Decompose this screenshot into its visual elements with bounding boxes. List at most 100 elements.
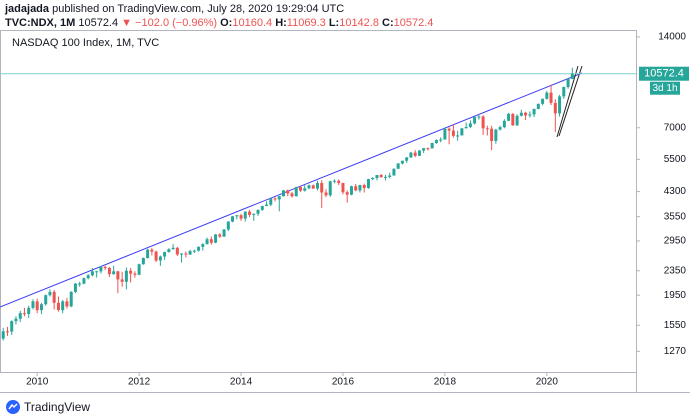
candle-body <box>269 198 273 205</box>
candle-body <box>303 188 307 191</box>
candle-body <box>362 185 366 188</box>
candle-body <box>141 258 145 265</box>
y-tick-label: 2950 <box>664 236 687 247</box>
candle-body <box>286 190 290 194</box>
candle-body <box>524 112 528 116</box>
footer-brand[interactable]: TradingView <box>24 400 90 414</box>
high: 11069.3 <box>286 17 326 29</box>
candle-body <box>396 163 400 169</box>
candle-body <box>349 186 353 195</box>
countdown-box <box>650 81 680 95</box>
candle-body <box>383 176 387 178</box>
x-tick-label: 2018 <box>434 377 457 388</box>
candle-body <box>201 244 205 247</box>
candle-body <box>188 251 192 255</box>
candle-body <box>180 253 184 255</box>
candle-body <box>167 249 171 253</box>
plot-frame <box>0 30 637 373</box>
candle-body <box>341 183 345 193</box>
candle-body <box>252 213 256 215</box>
candle-body <box>163 252 167 257</box>
candle-body <box>124 270 128 282</box>
y-tick-label: 3550 <box>664 211 687 222</box>
x-tick-label: 2016 <box>332 377 355 388</box>
y-tick-label: 7000 <box>664 122 687 133</box>
candle-body <box>485 128 489 130</box>
candle-body <box>358 185 362 191</box>
trend-line[interactable] <box>0 72 583 308</box>
publisher[interactable]: jadajada <box>5 3 50 15</box>
drawing-line[interactable] <box>558 65 583 137</box>
candle-body <box>103 266 107 268</box>
candle-body <box>456 135 460 137</box>
candle-body <box>235 215 239 217</box>
drawing-line[interactable] <box>556 65 579 138</box>
candle-body <box>277 196 281 200</box>
candle-body <box>116 271 120 280</box>
candle-body <box>171 247 175 250</box>
candle-body <box>265 204 269 207</box>
last-price: 10572.4 <box>78 17 119 29</box>
publish-line: jadajada published on TradingView.com, J… <box>5 3 344 15</box>
candle-body <box>52 291 56 303</box>
candle-body <box>120 279 124 282</box>
high-prefix: H: <box>275 17 287 29</box>
x-tick-label: 2010 <box>26 377 49 388</box>
x-tick-label: 2020 <box>536 377 559 388</box>
candle-body <box>430 143 434 149</box>
candle-body <box>422 148 426 151</box>
candle-body <box>354 186 358 191</box>
symbol-line: TVC:NDX, 1M 10572.4 ▼ −102.0 (−0.96%) O:… <box>5 17 433 29</box>
candle-body <box>541 98 545 104</box>
candle-body <box>320 183 324 193</box>
candle-body <box>39 304 43 311</box>
candle-body <box>451 130 455 136</box>
candle-body <box>48 291 52 296</box>
candle-body <box>379 175 383 178</box>
candle-body <box>315 183 319 189</box>
candle-body <box>388 175 392 177</box>
candle-body <box>519 112 523 116</box>
candle-body <box>260 206 264 210</box>
candle-body <box>44 295 48 305</box>
x-tick-label: 2014 <box>230 377 253 388</box>
candle-body <box>299 187 303 191</box>
y-tick-label: 1550 <box>664 320 687 331</box>
low-prefix: L: <box>328 17 340 29</box>
candle-body <box>18 313 22 319</box>
candle-body <box>417 150 421 156</box>
candle-body <box>73 283 77 292</box>
candle-body <box>95 271 99 273</box>
low: 10142.8 <box>339 17 379 29</box>
candle-body <box>222 229 226 237</box>
candle-body <box>281 190 285 197</box>
candle-body <box>405 157 409 161</box>
open-prefix: O: <box>220 17 233 29</box>
candle-body <box>490 128 494 141</box>
candle-body <box>413 152 417 156</box>
x-tick-label: 2012 <box>128 377 151 388</box>
change: ▼ −102.0 (−0.96%) <box>121 17 218 29</box>
candle-body <box>570 73 574 79</box>
open: 10160.4 <box>232 17 273 29</box>
candle-body <box>273 198 277 200</box>
y-tick-label: 14000 <box>658 32 686 43</box>
candle-body <box>311 185 315 189</box>
candle-body <box>464 126 468 129</box>
candle-body <box>528 114 532 116</box>
candle-body <box>345 192 349 195</box>
candle-body <box>371 177 375 180</box>
candle-body <box>218 234 222 237</box>
candle-body <box>226 221 230 230</box>
candle-body <box>90 271 94 276</box>
candle-body <box>553 102 557 114</box>
candle-body <box>294 187 298 197</box>
candle-body <box>507 113 511 121</box>
symbol: TVC:NDX, 1M <box>5 17 76 29</box>
candle-body <box>1 331 5 339</box>
candle-body <box>150 249 154 252</box>
countdown: 3d 1h <box>652 83 677 94</box>
published-text: published on TradingView.com, July 28, 2… <box>52 3 345 15</box>
candle-body <box>14 318 18 322</box>
